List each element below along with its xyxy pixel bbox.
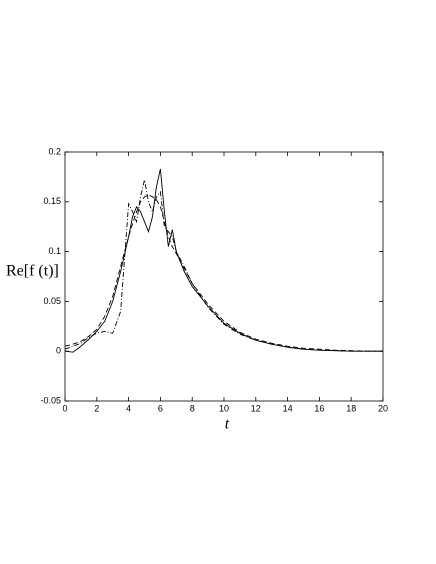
x-tick-label: 10 <box>219 403 229 413</box>
x-tick-label: 18 <box>346 403 356 413</box>
x-tick-label: 6 <box>158 403 163 413</box>
x-tick-label: 20 <box>378 403 388 413</box>
y-tick-label: 0.05 <box>43 296 61 306</box>
series-line <box>64 194 383 352</box>
plot-frame <box>64 151 384 402</box>
x-axis-label: t <box>225 416 230 433</box>
x-tick-label: 4 <box>126 403 131 413</box>
x-tick-label: 16 <box>314 403 324 413</box>
x-tick-label: 14 <box>283 403 293 413</box>
y-tick-label: 0 <box>56 346 61 356</box>
series-line <box>64 179 383 352</box>
y-tick-label: 0.15 <box>43 196 61 206</box>
y-axis-label: Re[f (t)] <box>6 263 59 280</box>
y-tick-label: 0.2 <box>48 146 61 156</box>
x-tick-label: 8 <box>190 403 195 413</box>
x-tick-label: 2 <box>94 403 99 413</box>
x-tick-label: 12 <box>251 403 261 413</box>
y-tick-label: 0.1 <box>48 246 61 256</box>
y-tick-label: -0.05 <box>40 395 61 405</box>
x-tick-label: 0 <box>62 403 67 413</box>
